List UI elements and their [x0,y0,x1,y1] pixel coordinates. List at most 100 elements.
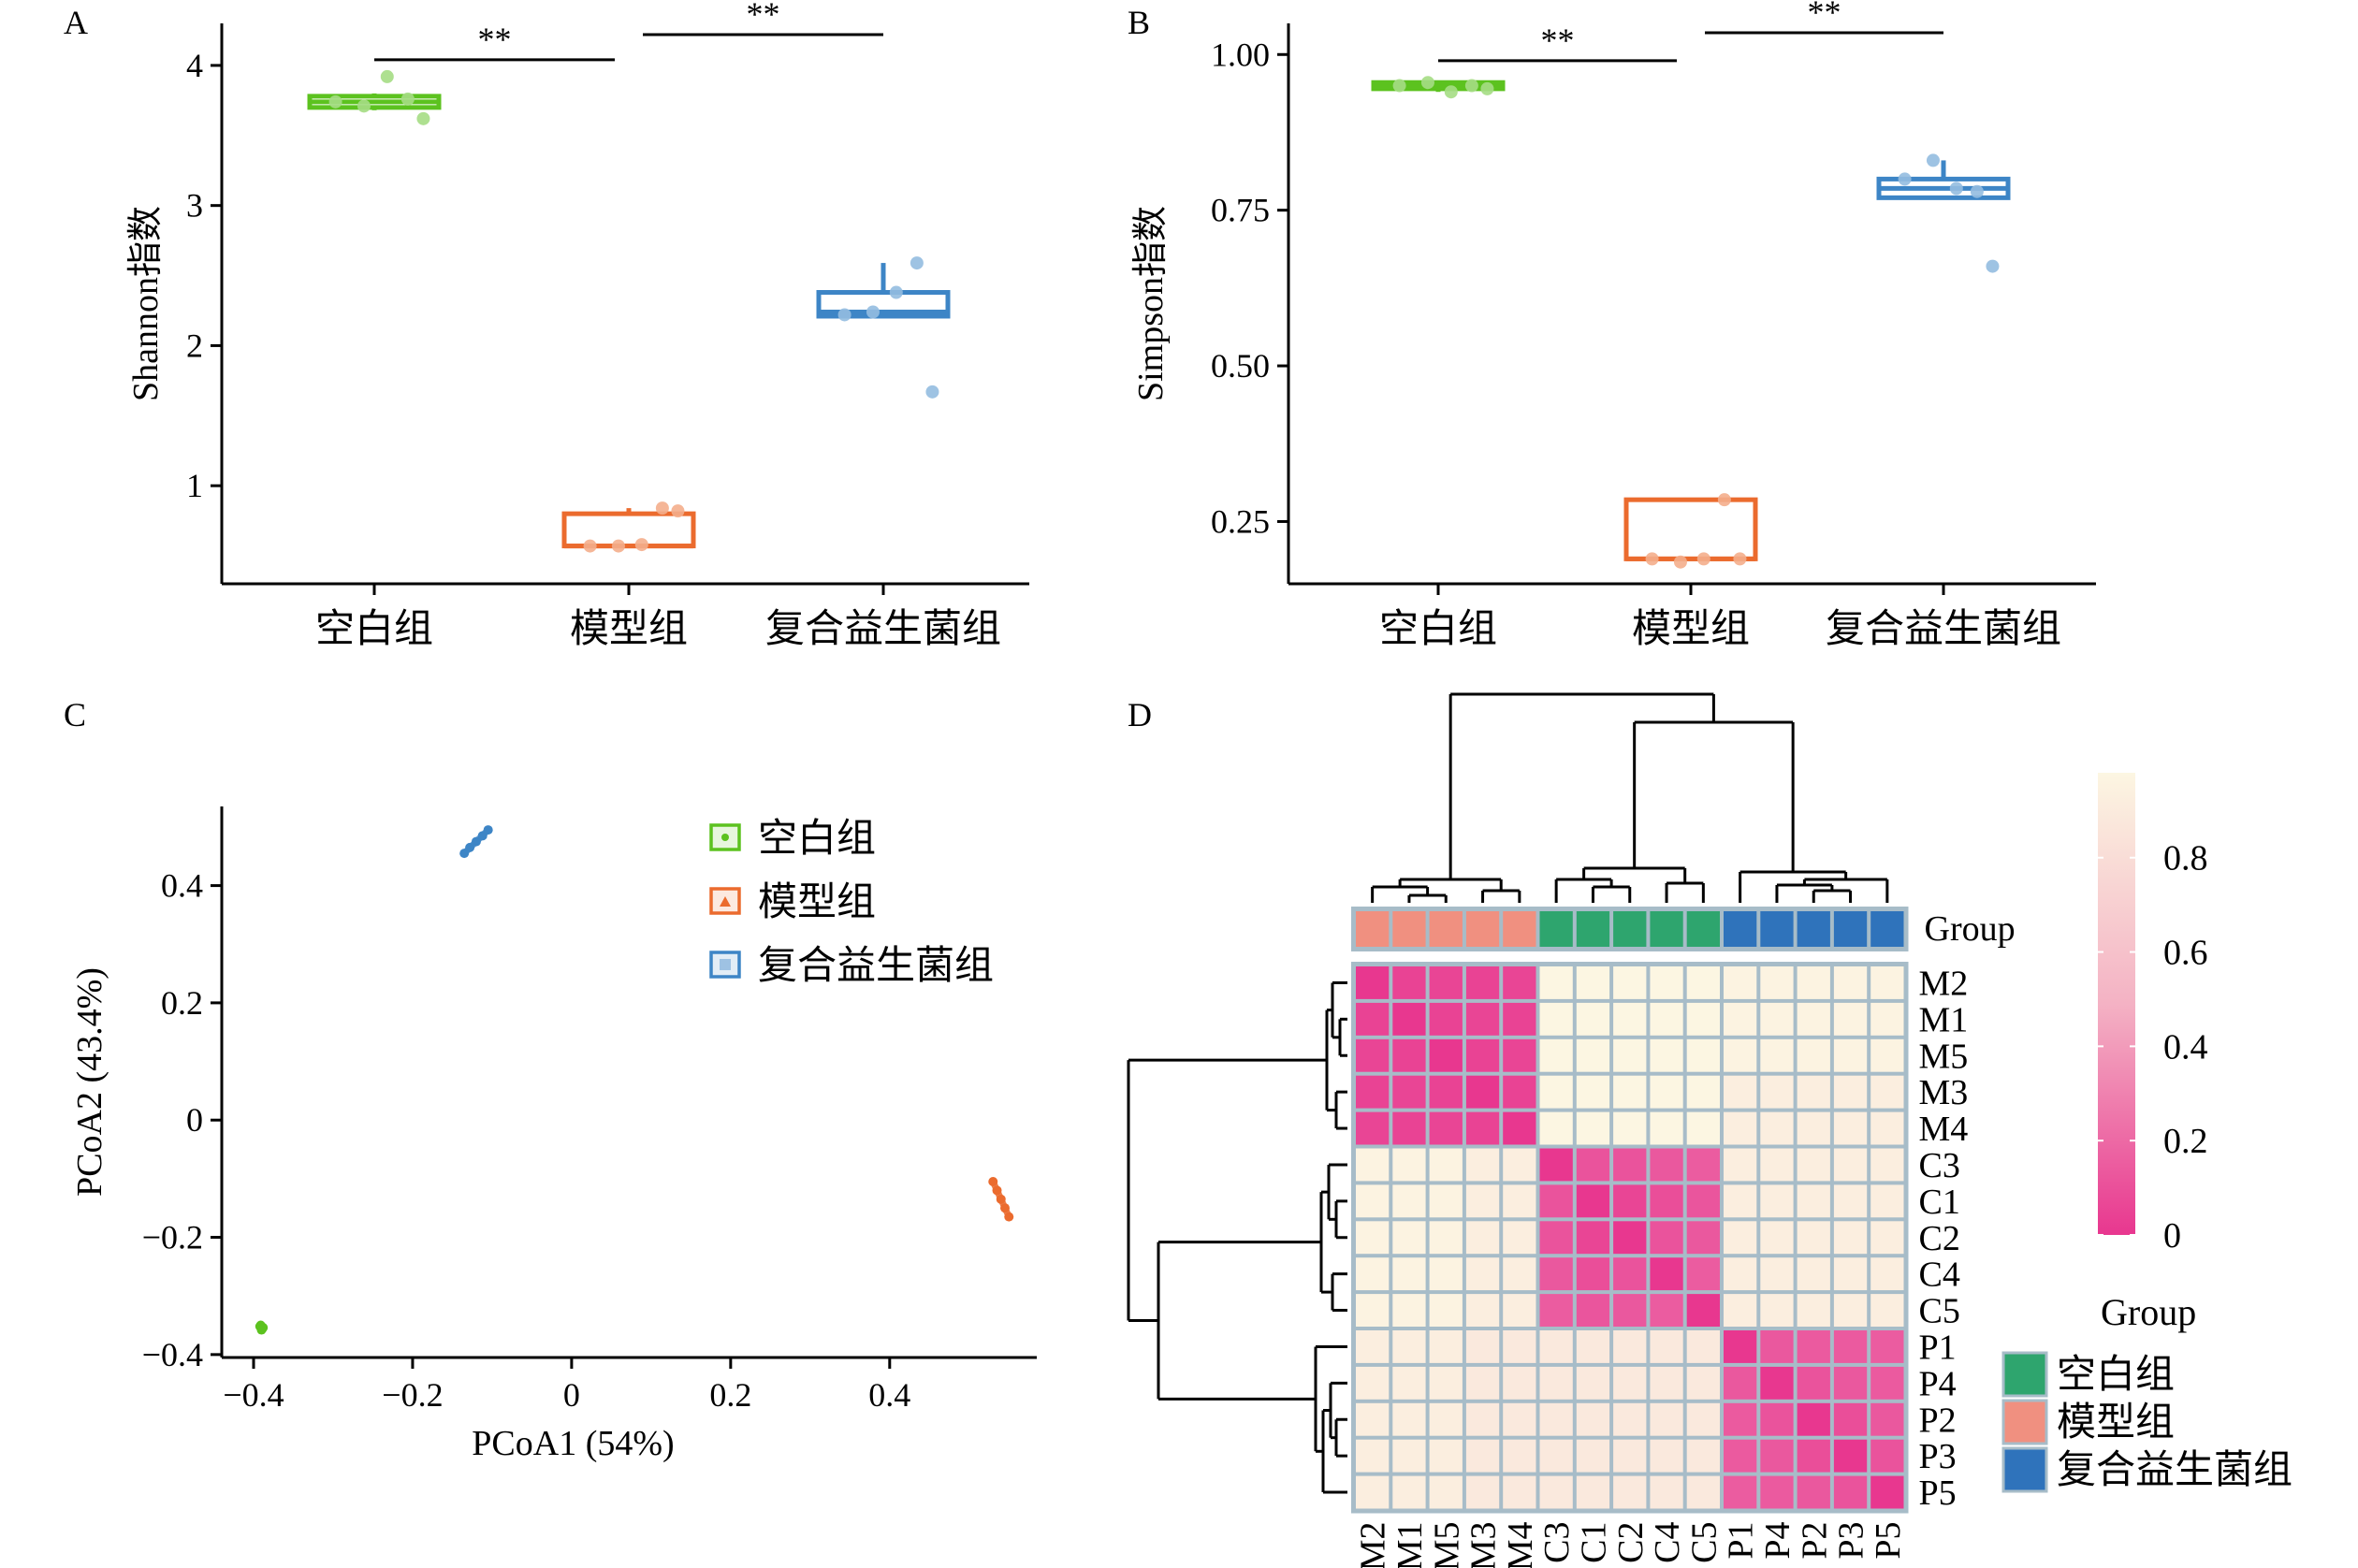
data-point [1949,181,1963,196]
data-point [1733,552,1747,566]
heatmap-cell [1392,1366,1426,1400]
heatmap-cell [1686,1257,1720,1291]
heatmap-cell [1356,1038,1390,1072]
scatter-point [471,836,481,847]
heatmap-cell [1576,1257,1610,1291]
x-tick-label: 复合益生菌组 [1826,608,2061,651]
heatmap-cell [1724,1294,1757,1327]
annotation-cell [1797,911,1830,947]
legend-title: Group [2101,1291,2196,1333]
heatmap-cell [1613,1221,1647,1255]
heatmap-cell [1539,1184,1573,1218]
heatmap-cells [1351,962,1909,1514]
heatmap-cell [1833,1075,1868,1109]
heatmap-cell [1797,1148,1830,1182]
heatmap-cell [1465,1330,1500,1363]
heatmap-cell [1539,1366,1573,1400]
heatmap-cell [1392,1294,1426,1327]
heatmap-cell [1870,1038,1904,1072]
y-axis-title: PCoA2 (43.4%) [70,967,109,1197]
heatmap-cell [1392,1038,1426,1072]
heatmap-cell [1833,1330,1868,1363]
heatmap-cell [1760,1111,1794,1145]
heatmap-cell [1650,1257,1683,1291]
y-tick-label: −0.4 [142,1336,203,1373]
heatmap-cell [1392,1221,1426,1255]
heatmap-cell [1724,1402,1757,1436]
y-tick-label: −0.2 [142,1219,203,1256]
scatter-point [1004,1212,1014,1222]
heatmap-cell [1870,966,1904,999]
heatmap-cell [1613,1075,1647,1109]
scatter-point [992,1185,1002,1196]
group-annotation-bar [1351,907,1909,951]
legend-key-marker [720,959,731,970]
heatmap-cell [1539,1002,1573,1036]
panel-c-pcoa: C −0.4 −0.2 0 0.2 0.4 −0.4 −0.2 0 0.2 0.4 PCoA1 (54… [64,696,1037,1463]
heatmap-cell [1503,1111,1536,1145]
x-tick-label: 模型组 [1632,608,1750,651]
heatmap-cell [1576,1475,1610,1509]
heatmap-cell [1356,966,1390,999]
heatmap-cell [1797,1221,1830,1255]
heatmap-cell [1650,966,1683,999]
heatmap-cell [1760,966,1794,999]
annotation-cell [1833,911,1868,947]
colorbar-tick-label: 0.4 [2163,1027,2208,1067]
column-label: M5 [1427,1522,1466,1568]
scatter-point [1000,1203,1011,1213]
scatter-group-3 [459,825,493,859]
heatmap-cell [1613,1330,1647,1363]
heatmap-cell [1356,1075,1390,1109]
annotation-cell [1503,911,1536,947]
heatmap-cell [1650,1439,1683,1473]
heatmap-cell [1503,1402,1536,1436]
legend-key [2001,1446,2048,1493]
heatmap-cell [1465,1366,1500,1400]
heatmap-cell [1429,966,1463,999]
heatmap-cell [1465,1038,1500,1072]
data-point [925,385,939,399]
heatmap-cell [1356,1148,1390,1182]
x-tick-label: 复合益生菌组 [765,608,1001,651]
heatmap-cell [1465,1475,1500,1509]
heatmap-cell [1686,1221,1720,1255]
row-label: M5 [1919,1037,1969,1076]
data-point [866,305,880,319]
heatmap-cell [1686,1111,1720,1145]
panel-label-a: A [64,4,88,41]
data-point [1464,79,1478,93]
heatmap-cell [1613,1439,1647,1473]
scatter-point [477,831,488,841]
row-dendrogram [1127,980,1347,1494]
box-1 [307,69,442,125]
heatmap-cell [1392,1002,1426,1036]
box-3 [1876,153,2011,273]
heatmap-cell [1539,1221,1573,1255]
data-point [655,501,669,515]
heatmap-cell [1539,1038,1573,1072]
heatmap-cell [1465,966,1500,999]
heatmap-cell [1503,1366,1536,1400]
data-point [837,308,852,322]
annotation-cell [1613,911,1647,947]
row-label: P1 [1919,1328,1957,1367]
colorbar-tick-label: 0.2 [2163,1122,2208,1161]
x-tick-label: 模型组 [570,608,688,651]
x-tick-label: 0 [563,1376,580,1414]
legend-label: 模型组 [2057,1401,2175,1445]
heatmap-cell [1576,1294,1610,1327]
y-tick-label: 0.75 [1211,192,1270,229]
heatmap-cell [1613,1257,1647,1291]
heatmap-cell [1392,1075,1426,1109]
heatmap-cell [1724,1075,1757,1109]
column-label: M2 [1354,1522,1393,1568]
row-label: P5 [1919,1474,1957,1513]
heatmap-cell [1650,1002,1683,1036]
heatmap-cell [1429,1439,1463,1473]
heatmap-cell [1833,966,1868,999]
heatmap-cell [1686,1475,1720,1509]
heatmap-cell [1539,1148,1573,1182]
heatmap-cell [1503,1330,1536,1363]
column-label: C3 [1537,1522,1577,1563]
